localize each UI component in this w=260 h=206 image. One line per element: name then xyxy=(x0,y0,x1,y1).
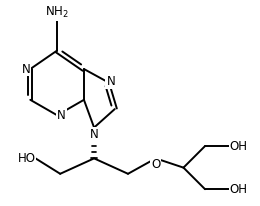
Text: HO: HO xyxy=(17,152,36,165)
Text: N: N xyxy=(57,109,66,122)
Text: N: N xyxy=(106,75,115,88)
Text: OH: OH xyxy=(230,183,248,196)
Text: NH$_2$: NH$_2$ xyxy=(45,5,69,20)
Text: N: N xyxy=(90,128,99,140)
Text: N: N xyxy=(22,62,30,76)
Text: OH: OH xyxy=(230,139,248,153)
Text: O: O xyxy=(151,158,160,171)
